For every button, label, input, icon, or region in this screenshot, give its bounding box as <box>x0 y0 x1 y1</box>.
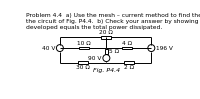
Bar <box>78 61 88 64</box>
Text: 20 Ω: 20 Ω <box>99 30 113 35</box>
Text: Problem 4.4  a) Use the mesh – current method to find the total power developed : Problem 4.4 a) Use the mesh – current me… <box>26 13 200 30</box>
Text: Fig. P4.4: Fig. P4.4 <box>93 68 120 73</box>
Text: 30 Ω: 30 Ω <box>76 65 90 70</box>
Text: 5 Ω: 5 Ω <box>109 49 119 54</box>
Text: 4 Ω: 4 Ω <box>122 40 132 46</box>
Text: 40 V: 40 V <box>42 46 55 51</box>
Bar <box>79 47 89 50</box>
Bar <box>101 36 111 39</box>
Bar <box>124 61 134 64</box>
Text: 2 Ω: 2 Ω <box>124 65 134 70</box>
Text: 196 V: 196 V <box>156 46 173 51</box>
Text: 10 Ω: 10 Ω <box>77 40 91 46</box>
Bar <box>122 47 132 50</box>
Bar <box>105 49 108 54</box>
Text: 90 V: 90 V <box>88 56 102 61</box>
